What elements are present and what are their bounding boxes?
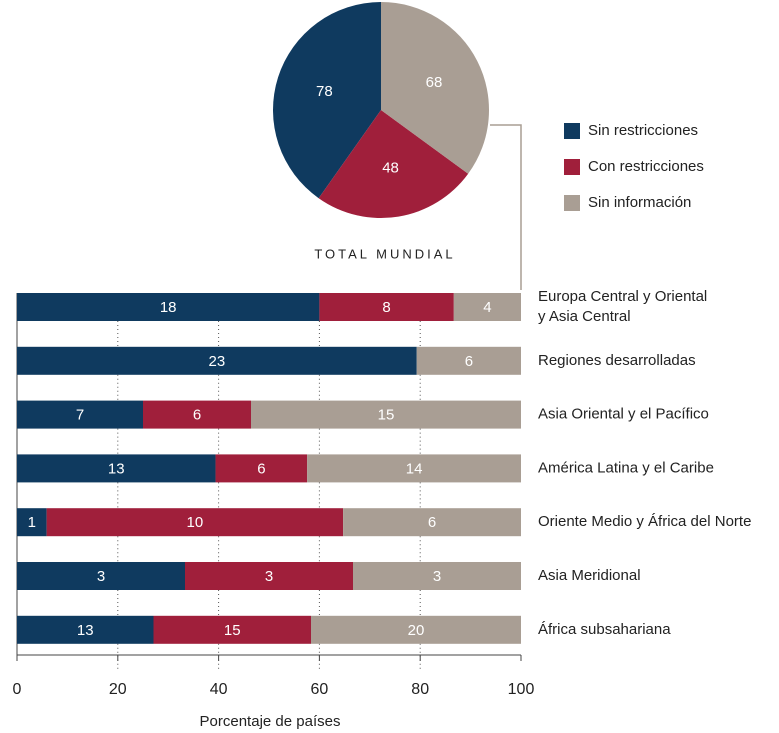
- category-label: Asia Meridional: [538, 567, 641, 584]
- legend-label: Con restricciones: [588, 158, 704, 175]
- bar-segment: [46, 508, 344, 537]
- bar-value: 7: [76, 407, 84, 424]
- x-tick-label: 20: [109, 681, 127, 698]
- bar-value: 15: [378, 407, 395, 424]
- bar-value: 10: [187, 514, 204, 531]
- category-label: Regiones desarrolladas: [538, 352, 696, 369]
- bar-segment: [17, 400, 143, 429]
- bar-segment: [143, 400, 251, 429]
- bar-segment: [353, 562, 521, 590]
- bar-segment: [185, 562, 353, 590]
- pie-slice: [273, 2, 381, 199]
- x-tick-label: 60: [311, 681, 329, 698]
- bar-segment: [453, 293, 521, 321]
- bar-value: 3: [433, 568, 441, 585]
- legend-label: Sin restricciones: [588, 122, 698, 139]
- bar-value: 6: [465, 353, 473, 370]
- bar-value: 18: [160, 299, 177, 316]
- bar-segment: [319, 293, 454, 321]
- x-tick-label: 40: [210, 681, 228, 698]
- bar-value: 13: [108, 460, 125, 477]
- pie-slice: [381, 2, 489, 174]
- category-label: América Latina y el Caribe: [538, 459, 714, 476]
- x-tick-label: 100: [508, 681, 535, 698]
- category-label: Oriente Medio y África del Norte: [538, 513, 751, 530]
- pie-label: 48: [382, 160, 399, 177]
- pie-slice: [318, 110, 469, 218]
- bar-value: 8: [382, 299, 390, 316]
- bar-value: 4: [483, 299, 491, 316]
- bar-segment: [311, 615, 521, 644]
- bar-segment: [17, 293, 320, 321]
- pie-label: 78: [316, 83, 333, 100]
- bar-segment: [153, 615, 311, 644]
- bar-value: 1: [28, 514, 36, 531]
- x-tick-label: 0: [13, 681, 22, 698]
- bar-value: 6: [428, 514, 436, 531]
- pie-label: 68: [426, 74, 443, 91]
- category-label: Europa Central y Oriental y Asia Central: [538, 288, 707, 325]
- legend-swatch: [564, 159, 580, 175]
- category-label: Asia Oriental y el Pacífico: [538, 406, 709, 423]
- bar-segment: [307, 454, 521, 483]
- bar-value: 13: [77, 622, 94, 639]
- bar-segment: [17, 562, 185, 590]
- x-tick-label: 80: [411, 681, 429, 698]
- connector: [490, 124, 522, 290]
- category-label: África subsahariana: [538, 621, 671, 638]
- bar-segment: [416, 346, 521, 375]
- bar-value: 6: [257, 460, 265, 477]
- bar-segment: [17, 615, 154, 644]
- bar-value: 23: [209, 353, 226, 370]
- bar-value: 3: [265, 568, 273, 585]
- bar-value: 6: [193, 407, 201, 424]
- bar-segment: [17, 346, 417, 375]
- bar-value: 20: [408, 622, 425, 639]
- bar-segment: [215, 454, 308, 483]
- x-axis-label: Porcentaje de países: [200, 713, 341, 730]
- pie-title: TOTAL MUNDIAL: [314, 246, 455, 261]
- bar-value: 3: [97, 568, 105, 585]
- bar-segment: [17, 508, 47, 537]
- bar-value: 15: [224, 622, 241, 639]
- bar-segment: [251, 400, 521, 429]
- legend-swatch: [564, 123, 580, 139]
- bar-value: 14: [406, 460, 423, 477]
- legend-label: Sin información: [588, 194, 691, 211]
- legend-swatch: [564, 195, 580, 211]
- bar-segment: [343, 508, 521, 537]
- bar-segment: [17, 454, 216, 483]
